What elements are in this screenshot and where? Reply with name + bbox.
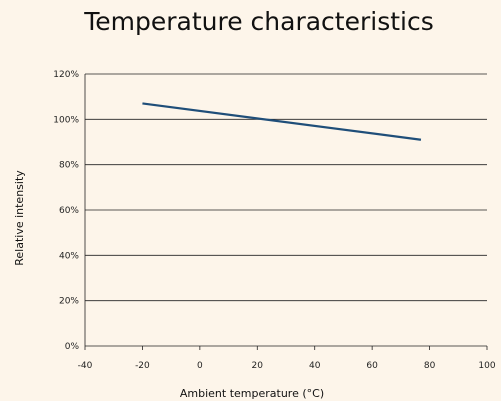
y-axis-label: Relative intensity — [13, 170, 26, 266]
x-axis-label: Ambient temperature (°C) — [180, 387, 324, 400]
y-tick-label: 0% — [65, 342, 80, 352]
series-line — [142, 102, 422, 141]
x-tick-label: 40 — [309, 361, 321, 371]
chart-title: Temperature characteristics — [83, 7, 434, 36]
y-tick-label: 60% — [59, 206, 79, 216]
y-tick-label: 120% — [53, 70, 79, 80]
y-tick-label: 100% — [53, 115, 79, 125]
y-tick-label: 40% — [59, 251, 79, 261]
x-tick-label: 0 — [197, 361, 203, 371]
series-group — [142, 102, 422, 141]
x-tick-label: 100 — [478, 361, 495, 371]
x-tick-label: 20 — [252, 361, 264, 371]
y-tick-label: 80% — [59, 161, 79, 171]
x-tick-label: -40 — [78, 361, 93, 371]
x-tick-label: 80 — [424, 361, 436, 371]
tick-labels: 0% 20% 40% 60% 80% 100% 120% -40 -20 0 20 40 60 80 100 — [53, 70, 496, 371]
x-tick-label: 60 — [366, 361, 378, 371]
x-tick-label: -20 — [135, 361, 150, 371]
axes — [84, 74, 488, 350]
grid — [85, 73, 487, 347]
y-tick-label: 20% — [59, 297, 79, 307]
